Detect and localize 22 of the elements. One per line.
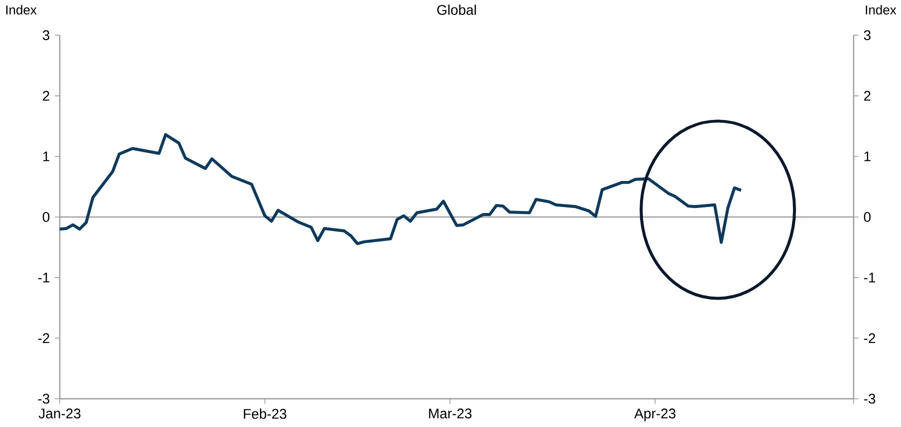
y2-tick-label: -3 xyxy=(864,394,876,404)
x-tick-label: Jan-23 xyxy=(38,408,80,419)
y-tick-label: 1 xyxy=(43,152,50,162)
y-axis-title: Index xyxy=(6,5,37,15)
y2-tick-label: 0 xyxy=(864,212,871,222)
y2-tick-label: -1 xyxy=(864,272,876,283)
chart-title: Global xyxy=(437,4,476,16)
line-series xyxy=(58,133,743,246)
y2-tick-label: 1 xyxy=(864,152,870,162)
y-tick-label: -1 xyxy=(38,272,50,283)
y-tick-label: 0 xyxy=(42,212,50,222)
y2-tick-label: -2 xyxy=(864,333,876,344)
y2-tick-label: 3 xyxy=(864,30,871,40)
x-tick-label: Feb-23 xyxy=(244,408,286,419)
y-tick-label: 3 xyxy=(42,30,50,40)
y-tick-label: 2 xyxy=(42,91,50,101)
y-tick-label: -3 xyxy=(38,394,50,404)
y2-axis-title: Index xyxy=(866,5,896,15)
x-tick-label: Mar-23 xyxy=(429,408,472,419)
y-tick-label: -2 xyxy=(38,333,50,344)
x-tick-label: Apr-23 xyxy=(634,408,676,422)
y2-tick-label: 2 xyxy=(864,91,870,101)
